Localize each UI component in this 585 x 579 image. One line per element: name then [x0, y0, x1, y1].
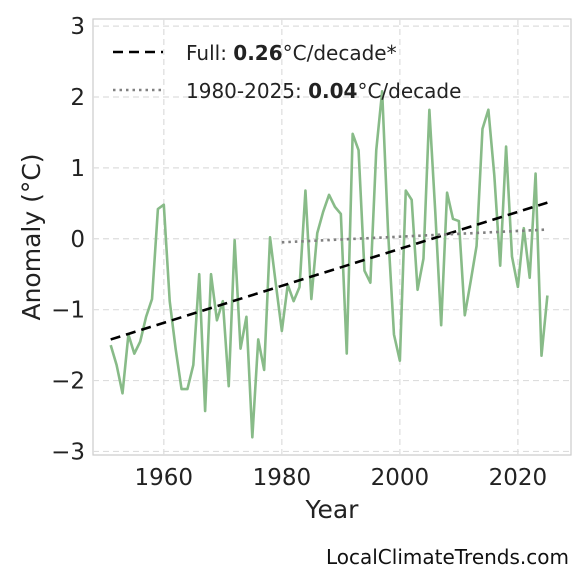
x-axis-title: Year [305, 495, 360, 524]
y-axis-title: Anomaly (°C) [17, 153, 46, 320]
legend-entry-full: Full: 0.26°C/decade* [186, 41, 397, 65]
y-tick-label: 0 [70, 227, 85, 253]
y-tick-label: 1 [70, 156, 85, 182]
y-tick-label: 3 [70, 14, 85, 40]
y-tick-label: −2 [51, 369, 85, 395]
x-tick-label: 2020 [489, 465, 548, 491]
recent-trend-line [281, 228, 548, 244]
x-tick-label: 2000 [371, 465, 430, 491]
x-tick-label: 1980 [253, 465, 312, 491]
legend-entry-recent: 1980-2025: 0.04°C/decade [186, 79, 461, 103]
legend-recent-value: 0.04 [308, 79, 357, 103]
y-tick-label: −3 [51, 439, 85, 465]
tick-labels: 1960 1980 2000 2020 −3 −2 −1 0 1 2 3 [51, 14, 547, 491]
credit-text: LocalClimateTrends.com [325, 545, 569, 569]
x-tick-label: 1960 [135, 465, 194, 491]
series-layer [109, 90, 549, 439]
legend-recent-prefix: 1980-2025: [186, 79, 308, 103]
y-tick-label: 2 [70, 85, 85, 111]
legend-full-suffix: °C/decade* [283, 41, 397, 65]
legend-full-prefix: Full: [186, 41, 233, 65]
grid [93, 19, 571, 455]
legend: Full: 0.26°C/decade* 1980-2025: 0.04°C/d… [113, 41, 461, 103]
plot-background [92, 18, 572, 456]
legend-full-value: 0.26 [233, 41, 282, 65]
legend-recent-suffix: °C/decade [357, 79, 461, 103]
anomaly-series-line [109, 90, 549, 439]
full-trend-line [110, 201, 548, 341]
y-tick-label: −1 [51, 298, 85, 324]
